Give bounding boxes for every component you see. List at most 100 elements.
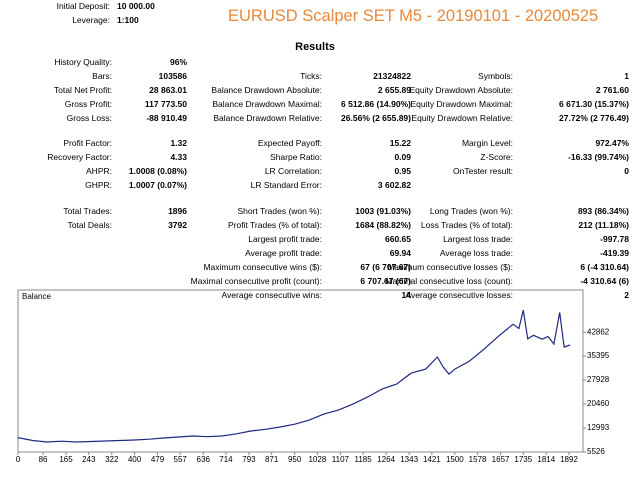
value: 69.94 bbox=[389, 248, 411, 258]
label: Loss Trades (% of total): bbox=[420, 220, 513, 230]
value: 6 (-4 310.64) bbox=[580, 262, 629, 272]
label: Gross Loss: bbox=[66, 113, 112, 123]
label: Maximal consecutive profit (count): bbox=[190, 276, 322, 286]
value: 660.65 bbox=[385, 234, 411, 244]
value: 67 (6 707.67) bbox=[360, 262, 411, 272]
value: 1.32 bbox=[170, 138, 187, 148]
label: Gross Profit: bbox=[64, 99, 112, 109]
label: Balance Drawdown Absolute: bbox=[211, 85, 322, 95]
y-tick-label: 20460 bbox=[587, 399, 610, 408]
label: Total Deals: bbox=[67, 220, 112, 230]
label: Margin Level: bbox=[461, 138, 513, 148]
label: Equity Drawdown Relative: bbox=[411, 113, 513, 123]
label: OnTester result: bbox=[453, 166, 513, 176]
value: 1.0007 (0.07%) bbox=[128, 180, 187, 190]
label: Total Trades: bbox=[63, 206, 112, 216]
value: 1896 bbox=[168, 206, 187, 216]
label: Long Trades (won %): bbox=[429, 206, 513, 216]
value: 2 bbox=[624, 290, 629, 300]
x-tick-label: 1500 bbox=[446, 455, 464, 464]
label: Largest loss trade: bbox=[443, 234, 513, 244]
value: 28 863.01 bbox=[149, 85, 187, 95]
label: Total Net Profit: bbox=[53, 85, 112, 95]
report-title: EURUSD Scalper SET M5 - 20190101 - 20200… bbox=[228, 7, 599, 25]
value: 21324822 bbox=[373, 71, 411, 81]
value: 212 (11.18%) bbox=[578, 220, 629, 230]
x-tick-label: 557 bbox=[174, 455, 188, 464]
value: 14 bbox=[401, 290, 411, 300]
balance-line bbox=[17, 310, 571, 443]
label: Maximum consecutive losses ($): bbox=[387, 262, 513, 272]
label: Maximal consecutive loss (count): bbox=[385, 276, 513, 286]
x-tick-label: 243 bbox=[82, 455, 96, 464]
section-title: Results bbox=[295, 41, 335, 53]
x-tick-label: 950 bbox=[288, 455, 302, 464]
y-tick-label: 5526 bbox=[587, 447, 605, 456]
value: 103586 bbox=[158, 71, 187, 81]
value: 1 bbox=[624, 71, 629, 81]
x-tick-label: 871 bbox=[265, 455, 279, 464]
label: Expected Payoff: bbox=[257, 138, 322, 148]
value: 27.72% (2 776.49) bbox=[559, 113, 629, 123]
label: Average consecutive losses: bbox=[405, 290, 513, 300]
value: 972.47% bbox=[595, 138, 629, 148]
value: 3 602.82 bbox=[377, 180, 411, 190]
label: Ticks: bbox=[300, 71, 322, 81]
label: GHPR: bbox=[85, 180, 112, 190]
x-tick-label: 479 bbox=[151, 455, 165, 464]
value: 117 773.50 bbox=[144, 99, 187, 109]
value: -16.33 (99.74%) bbox=[568, 152, 629, 162]
plot-frame bbox=[17, 289, 584, 453]
label: Bars: bbox=[92, 71, 112, 81]
chart-title: Balance bbox=[22, 292, 51, 301]
value: 0.95 bbox=[394, 166, 411, 176]
y-tick-label: 42862 bbox=[587, 327, 610, 336]
x-tick-label: 1735 bbox=[514, 455, 532, 464]
label: Maximum consecutive wins ($): bbox=[203, 262, 322, 272]
label: AHPR: bbox=[86, 166, 112, 176]
value: 10 000.00 bbox=[117, 1, 155, 11]
label: Short Trades (won %): bbox=[237, 206, 322, 216]
y-tick-label: 12993 bbox=[587, 423, 610, 432]
value: 0 bbox=[624, 166, 629, 176]
value: -997.78 bbox=[600, 234, 629, 244]
value: 3792 bbox=[168, 220, 187, 230]
value: 6 707.67 (67) bbox=[360, 276, 411, 286]
value: -4 310.64 (6) bbox=[580, 276, 629, 286]
x-tick-label: 1892 bbox=[560, 455, 578, 464]
value: 6 671.30 (15.37%) bbox=[559, 99, 629, 109]
value: 2 761.60 bbox=[595, 85, 629, 95]
value: 1684 (88.82%) bbox=[355, 220, 411, 230]
label: LR Correlation: bbox=[264, 166, 322, 176]
label: Recovery Factor: bbox=[47, 152, 112, 162]
value: 1.0008 (0.08%) bbox=[128, 166, 187, 176]
label: Z-Score: bbox=[480, 152, 513, 162]
value: 1:100 bbox=[117, 15, 139, 25]
x-tick-label: 1578 bbox=[469, 455, 487, 464]
label: Balance Drawdown Relative: bbox=[213, 113, 322, 123]
x-tick-label: 1028 bbox=[308, 455, 326, 464]
value: 6 512.86 (14.90%) bbox=[341, 99, 411, 109]
x-tick-label: 0 bbox=[16, 455, 21, 464]
label: History Quality: bbox=[54, 57, 112, 67]
x-tick-label: 1814 bbox=[537, 455, 555, 464]
label: Sharpe Ratio: bbox=[270, 152, 322, 162]
label: LR Standard Error: bbox=[250, 180, 322, 190]
label: Leverage: bbox=[72, 15, 110, 25]
label: Balance Drawdown Maximal: bbox=[212, 99, 322, 109]
x-tick-label: 86 bbox=[39, 455, 48, 464]
x-tick-label: 636 bbox=[197, 455, 211, 464]
label: Symbols: bbox=[478, 71, 513, 81]
label: Average loss trade: bbox=[439, 248, 513, 258]
value: 15.22 bbox=[389, 138, 411, 148]
x-tick-label: 1185 bbox=[355, 455, 373, 464]
x-tick-label: 1107 bbox=[332, 455, 350, 464]
label: Initial Deposit: bbox=[56, 1, 110, 11]
label: Average profit trade: bbox=[245, 248, 322, 258]
x-tick-label: 400 bbox=[128, 455, 142, 464]
x-tick-label: 322 bbox=[105, 455, 119, 464]
value: -419.39 bbox=[600, 248, 629, 258]
x-tick-label: 793 bbox=[242, 455, 256, 464]
